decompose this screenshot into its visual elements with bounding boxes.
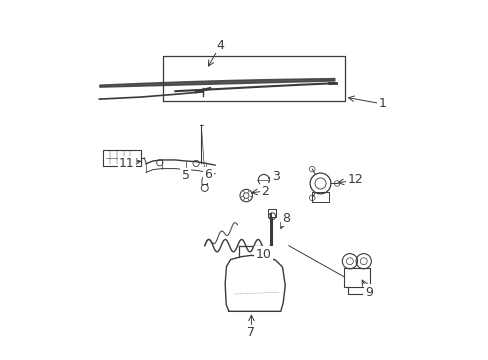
- Text: 6: 6: [204, 168, 212, 181]
- Text: 8: 8: [282, 212, 289, 225]
- Text: 4: 4: [216, 39, 224, 52]
- Text: 11: 11: [119, 157, 135, 170]
- Bar: [344, 268, 369, 287]
- Bar: [102, 150, 141, 166]
- Text: 12: 12: [346, 174, 362, 186]
- Bar: [311, 192, 328, 202]
- Text: 7: 7: [247, 326, 255, 339]
- Text: 1: 1: [378, 98, 386, 111]
- Text: 9: 9: [364, 286, 372, 299]
- Text: 5: 5: [182, 169, 189, 183]
- Text: 3: 3: [271, 170, 279, 183]
- Bar: [267, 209, 275, 217]
- Text: 10: 10: [255, 248, 271, 261]
- Text: 2: 2: [261, 185, 268, 198]
